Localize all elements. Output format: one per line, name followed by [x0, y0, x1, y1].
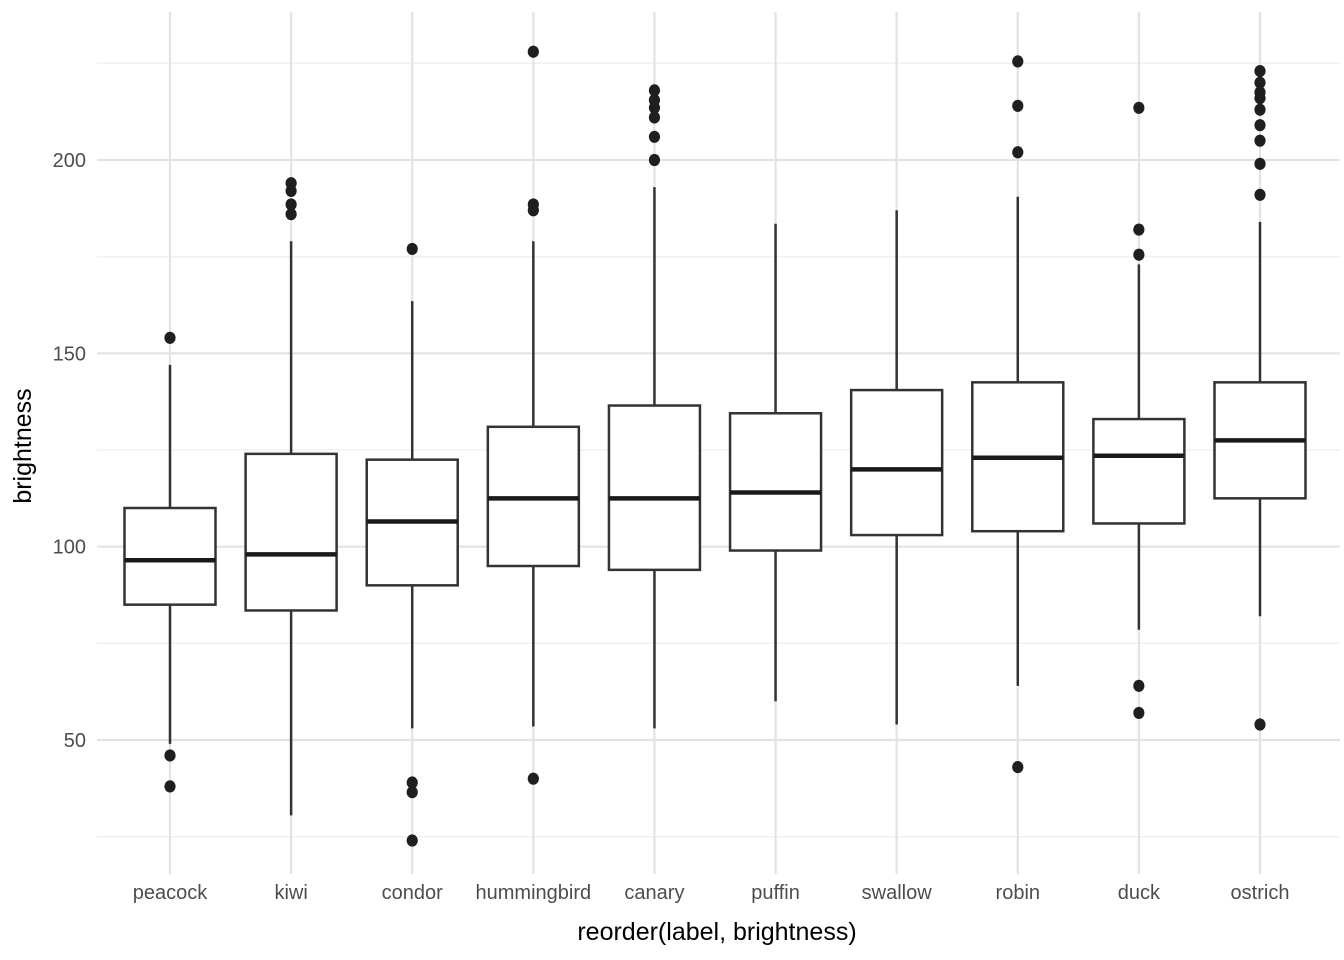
- outlier-dot: [1133, 223, 1145, 236]
- box-layer: [123, 45, 1307, 847]
- outlier-dot: [1012, 55, 1024, 68]
- outlier-dot: [406, 834, 418, 847]
- label-layer: 50 100 150 200 peacock kiwi condor hummingbird c…: [53, 150, 1290, 904]
- outlier-dot: [648, 101, 661, 114]
- outlier-dot: [527, 204, 539, 217]
- y-tick-label: 50: [64, 730, 86, 752]
- outlier-dot: [1254, 119, 1266, 132]
- outlier-dot: [1254, 157, 1266, 170]
- x-tick-label: canary: [624, 882, 684, 904]
- x-tick-label: kiwi: [274, 882, 307, 904]
- outlier-dot: [164, 749, 176, 762]
- x-tick-label: puffin: [751, 882, 800, 904]
- x-tick-label: robin: [996, 882, 1040, 904]
- x-tick-label: duck: [1118, 882, 1161, 904]
- boxplot-puffin: [728, 223, 823, 702]
- outlier-dot: [285, 184, 297, 198]
- x-tick-label: peacock: [133, 882, 208, 904]
- outlier-dot: [648, 130, 661, 143]
- x-tick-label: swallow: [862, 882, 933, 904]
- outlier-dot: [285, 198, 297, 211]
- outlier-dot: [406, 786, 418, 799]
- outlier-dot: [648, 84, 661, 97]
- outlier-dot: [1133, 706, 1145, 720]
- outlier-dot: [1254, 103, 1266, 116]
- box-rect: [123, 506, 217, 606]
- outlier-dot: [1012, 99, 1024, 112]
- boxplot-swallow: [849, 210, 944, 725]
- x-tick-label: hummingbird: [476, 882, 592, 904]
- boxplot-kiwi: [244, 177, 338, 816]
- outlier-dot: [527, 45, 539, 58]
- outlier-dot: [406, 776, 418, 789]
- outlier-dot: [1254, 76, 1266, 89]
- outlier-dot: [1133, 679, 1145, 692]
- outlier-dot: [1133, 101, 1145, 114]
- y-axis-title: brightness: [9, 388, 37, 503]
- x-axis-title: reorder(label, brightness): [577, 918, 856, 946]
- outlier-dot: [648, 111, 661, 124]
- boxplot-condor: [365, 242, 459, 847]
- outlier-dot: [285, 208, 297, 221]
- boxplot-robin: [971, 55, 1065, 774]
- boxplot-peacock: [123, 331, 217, 793]
- box-rect: [1092, 417, 1186, 525]
- y-tick-label: 200: [53, 150, 86, 172]
- x-tick-label: condor: [382, 882, 443, 904]
- box-rect: [849, 388, 944, 537]
- outlier-dot: [1254, 92, 1266, 105]
- boxplot-hummingbird: [486, 45, 581, 785]
- outlier-dot: [164, 331, 176, 344]
- outlier-dot: [1254, 134, 1266, 147]
- outlier-dot: [406, 242, 418, 256]
- outlier-dot: [164, 780, 176, 793]
- box-rect: [607, 404, 702, 572]
- boxplot-canary: [607, 84, 702, 729]
- x-tick-label: ostrich: [1231, 882, 1290, 904]
- boxplot-ostrich: [1213, 64, 1307, 731]
- outlier-dot: [648, 153, 661, 167]
- outlier-dot: [1254, 188, 1266, 201]
- outlier-dot: [1254, 718, 1266, 731]
- outlier-dot: [1012, 760, 1024, 774]
- box-rect: [728, 412, 823, 552]
- outlier-dot: [1012, 146, 1024, 159]
- outlier-dot: [527, 772, 539, 785]
- y-tick-label: 150: [53, 343, 86, 365]
- outlier-dot: [1133, 248, 1145, 261]
- outlier-dot: [1254, 64, 1266, 78]
- y-tick-label: 100: [53, 537, 86, 559]
- boxplot-duck: [1092, 101, 1186, 720]
- box-rect: [244, 452, 338, 612]
